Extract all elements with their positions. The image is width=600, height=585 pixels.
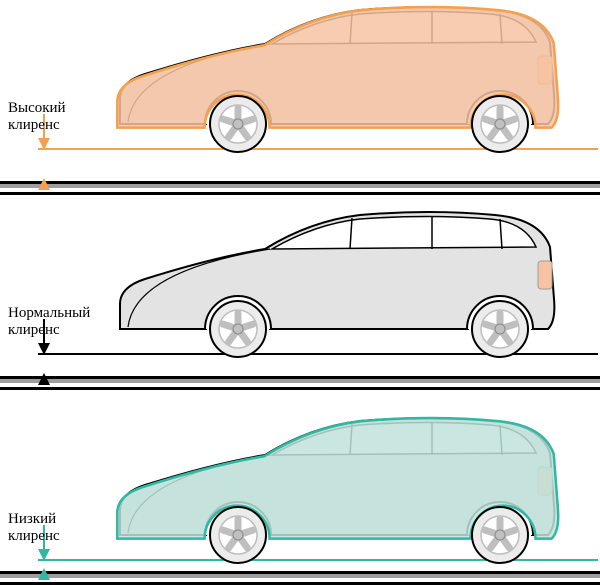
- arrow-down-low: [38, 549, 50, 561]
- label-line1: Низкий: [8, 511, 56, 527]
- label-line1: Высокий: [8, 100, 66, 116]
- arrow-up-low: [38, 568, 50, 580]
- arrow-down-normal: [38, 343, 50, 355]
- car-normal: [100, 209, 570, 366]
- clearance-label-high: Высокийклиренс: [8, 100, 66, 134]
- arrow-up-normal: [38, 373, 50, 385]
- car-high: [100, 4, 570, 161]
- arrow-down-high: [38, 138, 50, 150]
- clearance-label-low: Низкийклиренс: [8, 511, 60, 545]
- label-line2: клиренс: [8, 322, 60, 338]
- clearance-panel-normal: Нормальныйклиренс: [0, 195, 600, 390]
- label-line2: клиренс: [8, 117, 60, 133]
- clearance-panel-high: Высокийклиренс: [0, 0, 600, 195]
- clearance-diagram: Высокийклиренс Нормальныйклиренс: [0, 0, 600, 585]
- clearance-panel-low: Низкийклиренс: [0, 390, 600, 585]
- label-line1: Нормальный: [8, 305, 90, 321]
- label-line2: клиренс: [8, 528, 60, 544]
- car-low: [100, 415, 570, 572]
- arrow-up-high: [38, 178, 50, 190]
- clearance-label-normal: Нормальныйклиренс: [8, 305, 90, 339]
